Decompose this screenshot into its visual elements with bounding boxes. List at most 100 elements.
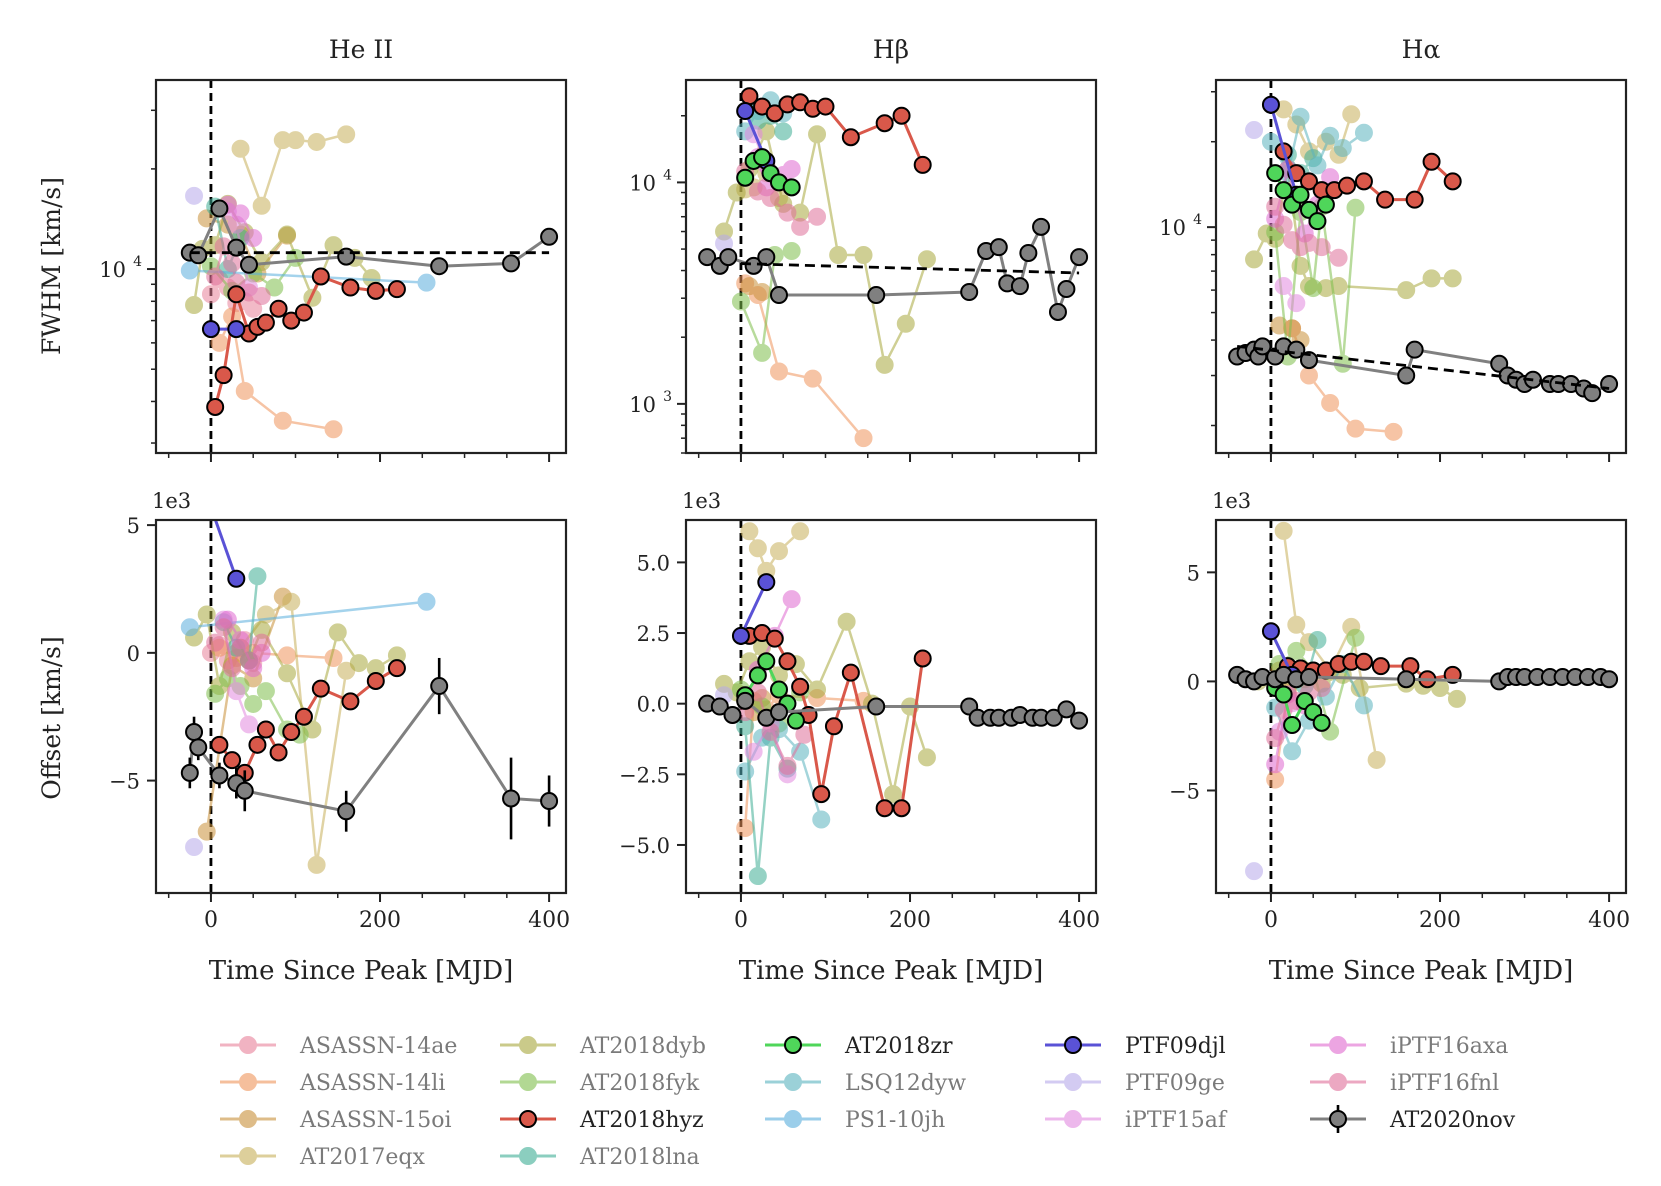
data-point [206,267,225,286]
legend-item-at2018lna: AT2018lna [500,1145,700,1170]
data-point [1321,394,1340,413]
data-point [884,785,903,804]
x-axis [167,453,551,462]
legend-label: AT2018zr [844,1034,953,1059]
data-point [765,629,784,648]
data-point [256,682,275,701]
legend-item-ptf09ge: PTF09ge [1045,1071,1225,1096]
data-point [782,159,801,178]
data-point [1312,678,1331,697]
data-point [502,254,521,273]
data-point [227,682,246,701]
data-point [227,285,246,304]
offset-multiplier-he2: 1e3 [152,489,191,513]
data-point [1397,366,1416,385]
data-point [1371,657,1390,676]
data-point [727,183,746,202]
fit-line [740,262,1080,275]
data-point [1245,120,1264,139]
data-point [311,679,330,698]
series-iptf15af [1274,277,1306,313]
data-point [748,867,767,886]
data-point [366,671,385,690]
data-point [273,411,292,430]
data-point [235,382,254,401]
series-line [739,581,768,637]
data-point [235,781,254,800]
data-point [753,282,772,301]
x-tick-label: 400 [1058,908,1100,933]
data-point [1354,123,1373,142]
column-title-halpha: Hα [1402,35,1441,64]
data-point [252,286,271,305]
legend-marker [1329,1036,1347,1054]
data-point [812,810,831,829]
legend-item-at2018dyb: AT2018dyb [500,1034,706,1059]
data-point [1261,95,1280,114]
data-point [231,139,250,158]
data-point [256,313,275,332]
y-axis: −5 0 5 [109,514,156,794]
data-point [282,592,301,611]
data-point [1376,190,1395,209]
data-point [1354,172,1373,191]
data-point [740,522,759,541]
legend-marker [519,1036,537,1054]
legend-item-asassn-15oi: ASASSN-15oi [220,1108,452,1133]
data-point [269,299,288,318]
data-point [769,286,788,305]
data-point [841,663,860,682]
legend-label: PS1-10jh [845,1108,945,1133]
series-line [743,726,789,877]
panel-halpha-fwhm: 10 4 [1159,78,1628,462]
y-tick-label: −5 [1169,779,1200,803]
data-point [180,763,199,782]
y-tick-label: 2.5 [637,622,670,646]
column-title-hbeta: Hβ [873,35,909,64]
data-point [231,638,250,657]
legend-marker [1329,1110,1347,1128]
data-point [1291,185,1310,204]
legend-item-at2017eqx: AT2017eqx [220,1145,425,1170]
data-point [1338,176,1357,195]
series-at2020nov [698,691,1089,730]
data-point [753,343,772,362]
data-point [1346,628,1365,647]
legend-label: AT2018fyk [579,1071,700,1096]
data-point [1287,294,1306,313]
series-ptf09ge [1245,862,1264,881]
data-point [1057,280,1076,299]
plot-area [180,80,559,453]
legend-item-at2018zr: AT2018zr [765,1034,953,1059]
panels: 10 4 10 3 10 4 10 4 0 200 400 −5 0 5 0 200 400 −5.0 −2.5 0.… [99,78,1630,933]
data-point [286,131,305,150]
legend-marker [784,1036,802,1054]
data-point [337,802,356,821]
data-point [341,278,360,297]
data-point [1266,770,1285,789]
y-tick-label: 5 [127,514,140,538]
data-point [1266,197,1285,216]
data-point [1447,689,1466,708]
data-point [1274,521,1293,540]
data-point [719,248,738,267]
data-point [913,155,932,174]
plot-area [698,80,1089,453]
data-point [803,369,822,388]
data-point [960,282,979,301]
data-point [337,125,356,144]
x-tick-label: 0 [204,908,218,933]
data-point [875,799,894,818]
y-tick-label: −5 [109,770,140,794]
data-point [769,680,788,699]
series-asassn-14li [210,307,343,439]
y-axis: 10 4 [1159,90,1216,427]
y-tick-label: 5 [1187,561,1200,585]
legend-label: AT2017eqx [299,1145,425,1170]
data-point [231,204,250,223]
series-at2020nov [698,217,1089,321]
x-tick-label: 200 [359,908,401,933]
series-at2018hyz [206,267,406,416]
data-point [1346,198,1365,217]
